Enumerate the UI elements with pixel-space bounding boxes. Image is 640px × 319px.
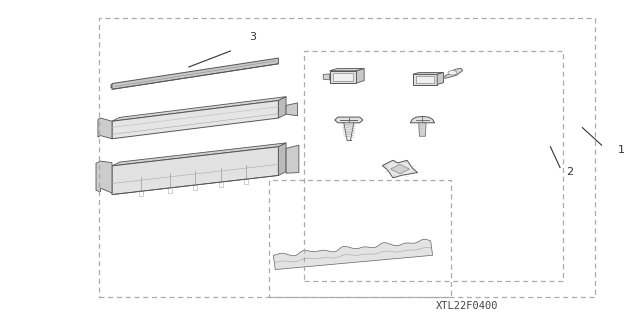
Polygon shape [323, 74, 330, 80]
Polygon shape [112, 58, 278, 89]
Polygon shape [330, 69, 364, 71]
Circle shape [448, 70, 457, 75]
Polygon shape [383, 160, 417, 178]
Polygon shape [96, 161, 112, 193]
Polygon shape [112, 147, 278, 195]
Polygon shape [413, 72, 444, 74]
Polygon shape [445, 68, 463, 78]
Polygon shape [390, 164, 410, 174]
Polygon shape [111, 59, 277, 88]
Polygon shape [437, 72, 444, 85]
Polygon shape [419, 123, 426, 136]
Text: 3: 3 [250, 32, 257, 42]
Text: 2: 2 [566, 167, 573, 177]
Polygon shape [333, 73, 353, 81]
Polygon shape [286, 145, 299, 173]
Polygon shape [112, 100, 278, 139]
Polygon shape [356, 69, 364, 83]
Polygon shape [273, 239, 433, 270]
Text: 1: 1 [618, 145, 625, 155]
Polygon shape [330, 71, 356, 83]
Polygon shape [112, 143, 286, 166]
Polygon shape [278, 143, 286, 175]
Polygon shape [286, 103, 298, 116]
Polygon shape [335, 117, 363, 123]
Text: XTL22F0400: XTL22F0400 [436, 301, 499, 311]
Polygon shape [410, 116, 435, 123]
Polygon shape [278, 97, 286, 118]
Polygon shape [413, 74, 437, 85]
Polygon shape [416, 76, 434, 83]
Polygon shape [98, 118, 112, 139]
Polygon shape [112, 97, 286, 121]
